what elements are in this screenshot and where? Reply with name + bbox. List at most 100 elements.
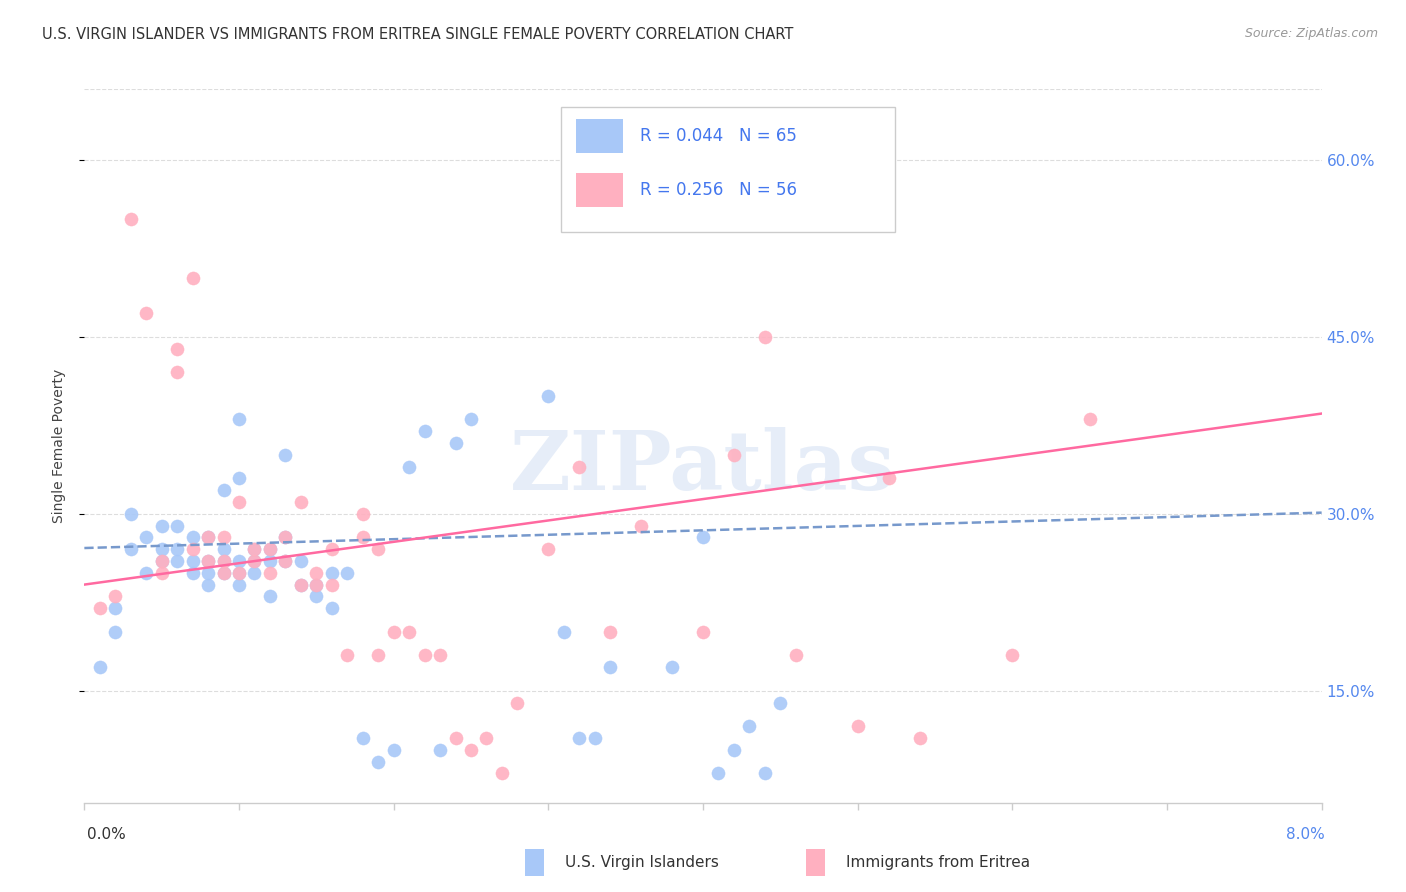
Point <box>506 696 529 710</box>
Point <box>398 624 420 639</box>
Point <box>352 507 374 521</box>
Point <box>413 648 436 663</box>
Point <box>367 542 389 557</box>
Point <box>305 590 328 604</box>
Text: R = 0.256   N = 56: R = 0.256 N = 56 <box>640 181 797 199</box>
Y-axis label: Single Female Poverty: Single Female Poverty <box>52 369 66 523</box>
Point <box>228 495 250 509</box>
Text: Immigrants from Eritrea: Immigrants from Eritrea <box>846 855 1031 870</box>
Point <box>197 530 219 544</box>
Text: ZIPatlas: ZIPatlas <box>510 427 896 508</box>
Point <box>89 601 111 615</box>
Point <box>1001 648 1024 663</box>
Point <box>166 365 188 379</box>
Point <box>738 719 761 733</box>
Point <box>908 731 931 745</box>
Point <box>150 566 173 580</box>
Point <box>877 471 900 485</box>
Point <box>166 342 188 356</box>
Point <box>243 554 266 568</box>
Point <box>661 660 683 674</box>
Point <box>120 507 142 521</box>
Point <box>785 648 807 663</box>
Point <box>228 577 250 591</box>
Point <box>104 590 127 604</box>
Point <box>367 755 389 769</box>
Point <box>181 542 204 557</box>
Point <box>228 554 250 568</box>
Text: R = 0.044   N = 65: R = 0.044 N = 65 <box>640 128 797 145</box>
Point <box>243 542 266 557</box>
Point <box>769 696 792 710</box>
Point <box>259 554 281 568</box>
Point <box>568 459 591 474</box>
Point <box>429 648 451 663</box>
Point <box>135 566 157 580</box>
Point <box>274 530 297 544</box>
Point <box>723 448 745 462</box>
Point <box>568 731 591 745</box>
FancyBboxPatch shape <box>575 173 623 207</box>
Point <box>243 542 266 557</box>
Point <box>243 554 266 568</box>
Point <box>228 471 250 485</box>
Point <box>537 542 560 557</box>
Point <box>444 731 467 745</box>
Point <box>444 436 467 450</box>
Point <box>150 518 173 533</box>
Point <box>135 306 157 320</box>
Point <box>398 459 420 474</box>
Point <box>290 554 312 568</box>
Point <box>367 648 389 663</box>
Point <box>382 742 405 756</box>
Point <box>259 566 281 580</box>
Point <box>460 412 482 426</box>
Point <box>599 624 621 639</box>
Point <box>197 554 219 568</box>
Point <box>212 542 235 557</box>
Point <box>150 554 173 568</box>
Point <box>321 577 343 591</box>
Point <box>150 554 173 568</box>
Point <box>259 542 281 557</box>
Point <box>305 577 328 591</box>
Point <box>305 566 328 580</box>
Point <box>290 577 312 591</box>
Point <box>243 566 266 580</box>
Point <box>181 554 204 568</box>
Point <box>89 660 111 674</box>
Text: U.S. Virgin Islanders: U.S. Virgin Islanders <box>565 855 718 870</box>
Point <box>537 389 560 403</box>
Point <box>120 542 142 557</box>
Point <box>630 518 652 533</box>
Point <box>212 554 235 568</box>
FancyBboxPatch shape <box>561 107 894 232</box>
Point <box>274 554 297 568</box>
Point <box>197 530 219 544</box>
Point <box>583 731 606 745</box>
Point <box>321 566 343 580</box>
Point <box>460 742 482 756</box>
Point <box>305 577 328 591</box>
Point <box>212 566 235 580</box>
Point <box>228 566 250 580</box>
Point <box>181 566 204 580</box>
Point <box>336 648 359 663</box>
Point <box>166 542 188 557</box>
Point <box>166 518 188 533</box>
Point <box>754 766 776 780</box>
Point <box>413 424 436 438</box>
Point <box>321 601 343 615</box>
Point <box>181 271 204 285</box>
Point <box>352 530 374 544</box>
Point <box>382 624 405 639</box>
Point <box>290 577 312 591</box>
Point <box>181 530 204 544</box>
Point <box>274 554 297 568</box>
Point <box>475 731 498 745</box>
Point <box>692 624 714 639</box>
Text: U.S. VIRGIN ISLANDER VS IMMIGRANTS FROM ERITREA SINGLE FEMALE POVERTY CORRELATIO: U.S. VIRGIN ISLANDER VS IMMIGRANTS FROM … <box>42 27 793 42</box>
Point <box>166 554 188 568</box>
Point <box>120 211 142 226</box>
Point <box>212 530 235 544</box>
